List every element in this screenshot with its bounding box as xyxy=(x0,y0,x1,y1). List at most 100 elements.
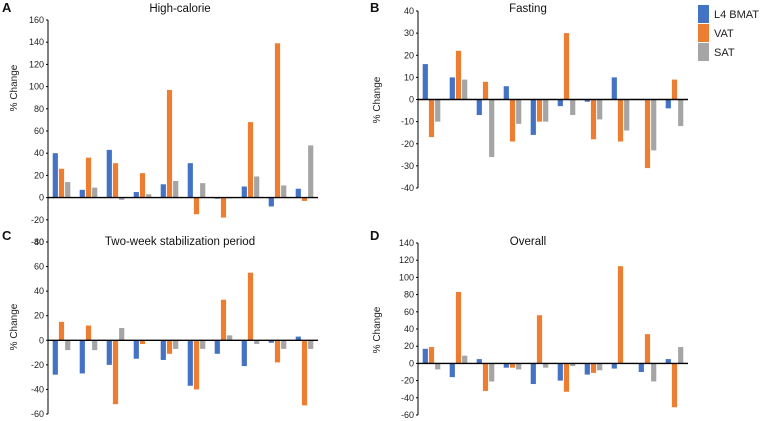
panel-letter: C xyxy=(2,228,12,243)
bar-sat xyxy=(543,363,549,368)
bar-sat xyxy=(92,187,98,198)
bar-sat xyxy=(678,347,684,364)
bar-l4-bmat xyxy=(295,336,301,341)
bar-vat xyxy=(563,33,570,100)
bar-sat xyxy=(543,99,549,122)
bar-vat xyxy=(112,340,119,405)
chart-title: Two-week stabilization period xyxy=(105,236,255,248)
bar-sat xyxy=(570,99,576,115)
legend: L4 BMAT VAT SAT xyxy=(698,5,759,61)
bar-vat xyxy=(482,81,489,100)
y-tick-label: 80 xyxy=(404,290,414,300)
bar-vat xyxy=(428,99,435,138)
bar-vat xyxy=(536,99,543,122)
bars xyxy=(422,266,684,408)
bar-vat xyxy=(112,163,119,198)
bar-vat xyxy=(85,157,92,198)
bar-vat xyxy=(644,99,651,169)
bar-sat xyxy=(516,363,522,370)
bar-l4-bmat xyxy=(584,99,590,102)
bar-vat xyxy=(301,340,308,406)
bar-sat xyxy=(462,79,468,100)
bar-l4-bmat xyxy=(160,340,166,360)
bar-vat xyxy=(428,347,435,364)
bar-vat xyxy=(301,197,308,201)
panel-d: D Overall % Change -60 -40 -20 0 20 40 60 80 100… xyxy=(370,228,688,420)
bar-vat xyxy=(671,363,678,408)
y-tick-label: 80 xyxy=(34,104,44,114)
bar-vat xyxy=(644,334,651,364)
bar-vat xyxy=(455,292,462,364)
chart-title: High-calorie xyxy=(149,3,210,15)
chart-title: Fasting xyxy=(509,3,547,15)
legend-label-sat: SAT xyxy=(714,47,735,59)
bar-l4-bmat xyxy=(584,363,590,375)
legend-swatch-l4-bmat xyxy=(698,5,709,23)
bar-l4-bmat xyxy=(638,363,644,372)
bar-l4-bmat xyxy=(241,186,247,198)
y-tick-label: 120 xyxy=(29,59,44,69)
bar-l4-bmat xyxy=(187,340,193,386)
bar-l4-bmat xyxy=(449,77,455,100)
bar-sat xyxy=(516,99,522,124)
legend-swatch-vat xyxy=(698,24,709,42)
bar-l4-bmat xyxy=(530,363,536,385)
bar-l4-bmat xyxy=(79,340,85,374)
tick-labels: -40 -30 -20 -10 0 10 20 30 40 xyxy=(401,6,414,193)
bar-l4-bmat xyxy=(214,340,220,354)
bar-l4-bmat xyxy=(476,99,482,115)
y-tick-label: 140 xyxy=(29,37,44,47)
axes xyxy=(46,241,49,415)
y-axis-label: % Change xyxy=(372,306,383,353)
y-axis-label: % Change xyxy=(372,76,383,123)
y-axis-label: % Change xyxy=(9,303,20,350)
y-tick-label: -40 xyxy=(31,384,44,394)
y-tick-label: 100 xyxy=(29,82,44,92)
bar-sat xyxy=(200,340,206,349)
bars xyxy=(52,43,314,218)
bar-sat xyxy=(678,99,684,127)
y-tick-label: -40 xyxy=(401,183,414,193)
bar-l4-bmat xyxy=(52,153,58,198)
y-tick-label: -20 xyxy=(401,139,414,149)
y-tick-label: 20 xyxy=(34,170,44,180)
y-tick-label: 60 xyxy=(34,126,44,136)
bar-vat xyxy=(509,363,516,368)
bar-l4-bmat xyxy=(52,340,58,375)
y-tick-label: 40 xyxy=(34,148,44,158)
bar-l4-bmat xyxy=(449,363,455,378)
bar-vat xyxy=(139,340,146,344)
chart-title: Overall xyxy=(510,236,546,248)
bar-sat xyxy=(624,99,630,131)
bar-sat xyxy=(227,335,233,341)
bar-sat xyxy=(173,340,179,349)
bar-sat xyxy=(281,185,287,198)
bar-vat xyxy=(274,340,281,363)
bar-vat xyxy=(274,43,281,198)
bar-sat xyxy=(254,340,260,344)
y-tick-label: -60 xyxy=(401,410,414,420)
bar-vat xyxy=(85,325,92,341)
bar-vat xyxy=(166,340,173,354)
panel-letter: D xyxy=(370,228,379,243)
panel-c: C Two-week stabilization period % Change… xyxy=(2,228,318,419)
tick-labels: -60 -40 -20 0 20 40 60 80 xyxy=(31,237,44,419)
bar-vat xyxy=(509,99,516,142)
bar-vat xyxy=(590,99,597,140)
axes xyxy=(416,242,419,416)
bar-l4-bmat xyxy=(106,340,112,365)
y-tick-label: 20 xyxy=(34,311,44,321)
bar-sat xyxy=(65,340,71,351)
bar-l4-bmat xyxy=(422,348,428,364)
bar-sat xyxy=(435,363,441,370)
legend-swatch-sat xyxy=(698,43,709,61)
bar-vat xyxy=(139,173,146,198)
bar-l4-bmat xyxy=(268,340,274,343)
bar-sat xyxy=(462,355,468,364)
y-tick-label: 60 xyxy=(404,307,414,317)
bar-vat xyxy=(193,197,200,215)
panel-letter: A xyxy=(2,0,12,15)
bar-l4-bmat xyxy=(133,340,139,359)
bar-l4-bmat xyxy=(611,77,617,100)
